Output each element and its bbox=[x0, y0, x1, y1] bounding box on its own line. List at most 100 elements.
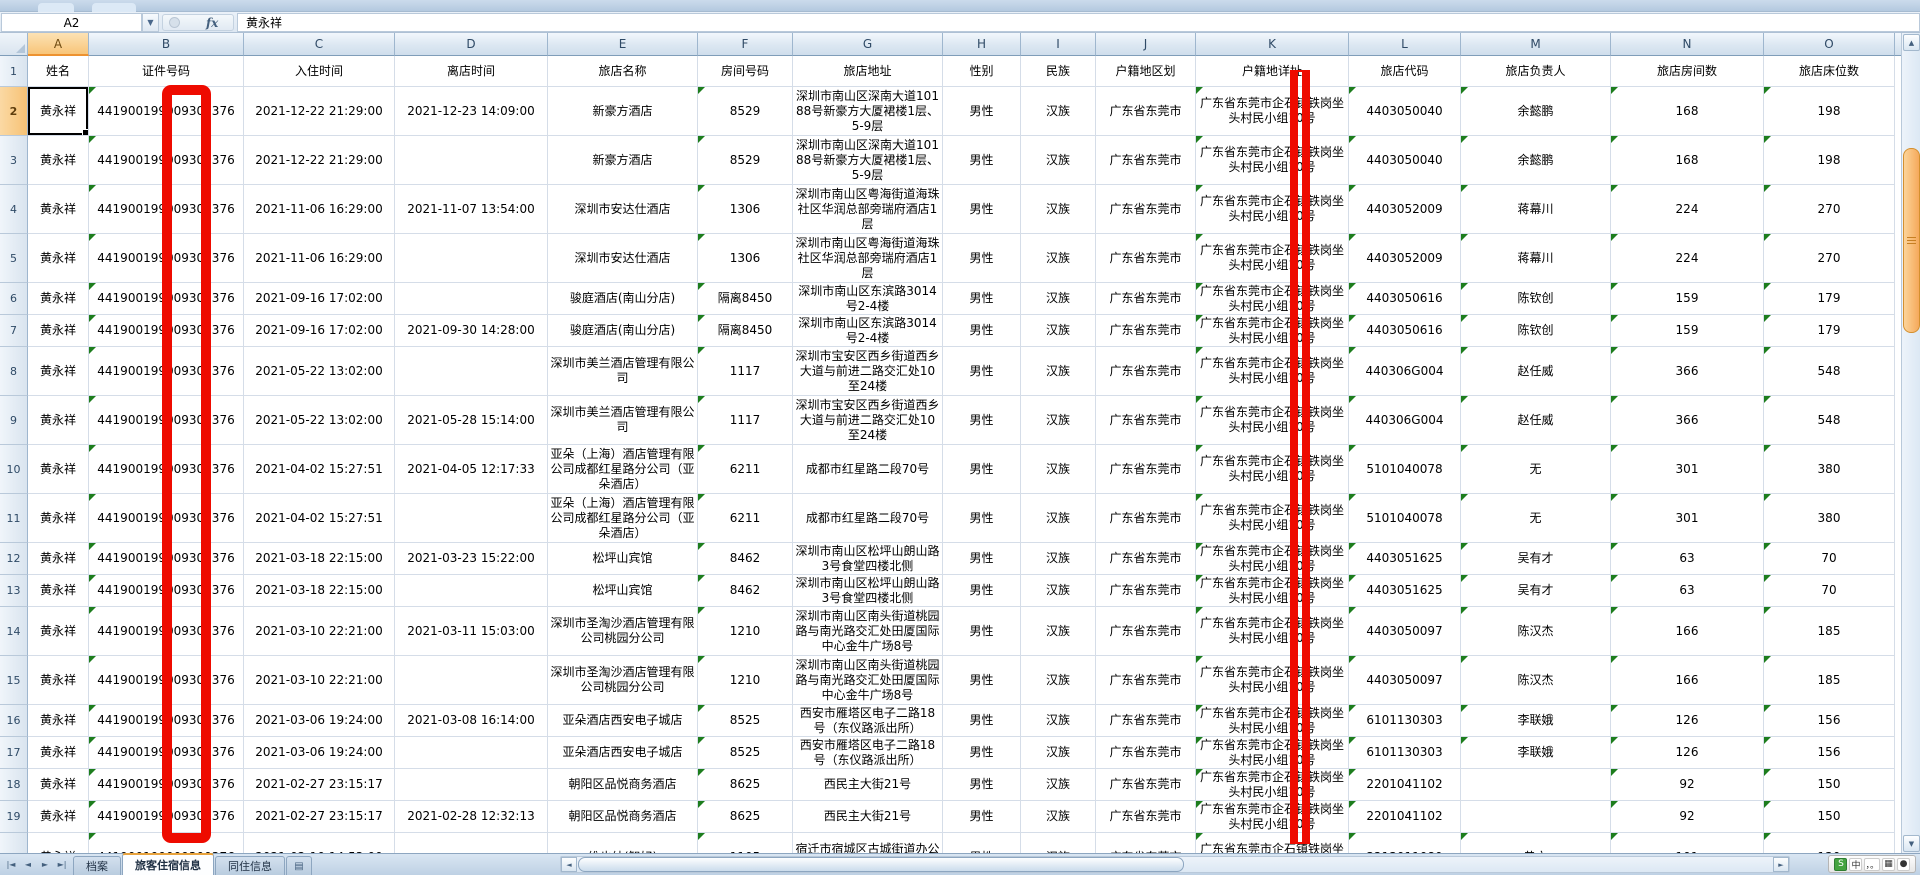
cell-I18[interactable]: 汉族 bbox=[1021, 769, 1096, 801]
sheet-tab-0[interactable]: 档案 bbox=[73, 856, 121, 875]
cell-G1[interactable]: 旅店地址 bbox=[793, 56, 943, 87]
cell-O10[interactable]: 380 bbox=[1764, 445, 1895, 494]
cell-F2[interactable]: 8529 bbox=[698, 87, 793, 136]
cell-B5[interactable]: 441900199009300376 bbox=[89, 234, 244, 283]
cell-J15[interactable]: 广东省东莞市 bbox=[1096, 656, 1196, 705]
row-header-3[interactable]: 3 bbox=[0, 136, 28, 185]
cell-L13[interactable]: 4403051625 bbox=[1349, 575, 1461, 607]
cell-A7[interactable]: 黄永祥 bbox=[28, 315, 89, 347]
select-all-corner[interactable] bbox=[0, 33, 28, 56]
cell-H1[interactable]: 性别 bbox=[943, 56, 1021, 87]
cell-M14[interactable]: 陈汉杰 bbox=[1461, 607, 1611, 656]
vertical-scrollbar[interactable]: ▲ ▼ bbox=[1901, 33, 1920, 853]
row-header-9[interactable]: 9 bbox=[0, 396, 28, 445]
cell-O7[interactable]: 179 bbox=[1764, 315, 1895, 347]
cell-F7[interactable]: 隔离8450 bbox=[698, 315, 793, 347]
cell-F18[interactable]: 8625 bbox=[698, 769, 793, 801]
cell-L12[interactable]: 4403051625 bbox=[1349, 543, 1461, 575]
column-header-L[interactable]: L bbox=[1349, 33, 1461, 56]
cell-E16[interactable]: 亚朵酒店西安电子城店 bbox=[548, 705, 698, 737]
cell-B14[interactable]: 441900199009300376 bbox=[89, 607, 244, 656]
cell-L15[interactable]: 4403050097 bbox=[1349, 656, 1461, 705]
cell-G16[interactable]: 西安市雁塔区电子二路18号（东仪路派出所） bbox=[793, 705, 943, 737]
cell-N20[interactable]: 101 bbox=[1611, 833, 1764, 853]
cell-K10[interactable]: 广东省东莞市企石镇铁岗坐头村民小组10号 bbox=[1196, 445, 1349, 494]
cell-G19[interactable]: 西民主大街21号 bbox=[793, 801, 943, 833]
cell-C12[interactable]: 2021-03-18 22:15:00 bbox=[244, 543, 395, 575]
scroll-up-icon[interactable]: ▲ bbox=[1903, 34, 1920, 51]
column-header-M[interactable]: M bbox=[1461, 33, 1611, 56]
cell-E2[interactable]: 新豪方酒店 bbox=[548, 87, 698, 136]
cell-F4[interactable]: 1306 bbox=[698, 185, 793, 234]
cell-F9[interactable]: 1117 bbox=[698, 396, 793, 445]
cell-C18[interactable]: 2021-02-27 23:15:17 bbox=[244, 769, 395, 801]
cell-C13[interactable]: 2021-03-18 22:15:00 bbox=[244, 575, 395, 607]
cell-L7[interactable]: 4403050616 bbox=[1349, 315, 1461, 347]
column-header-I[interactable]: I bbox=[1021, 33, 1096, 56]
ime-icon[interactable]: ▦ bbox=[1882, 857, 1895, 871]
cell-J7[interactable]: 广东省东莞市 bbox=[1096, 315, 1196, 347]
insert-function-area[interactable]: fx bbox=[162, 14, 234, 31]
cell-H9[interactable]: 男性 bbox=[943, 396, 1021, 445]
cell-E12[interactable]: 松坪山宾馆 bbox=[548, 543, 698, 575]
cell-K15[interactable]: 广东省东莞市企石镇铁岗坐头村民小组10号 bbox=[1196, 656, 1349, 705]
cell-O19[interactable]: 150 bbox=[1764, 801, 1895, 833]
cell-I14[interactable]: 汉族 bbox=[1021, 607, 1096, 656]
ime-icon[interactable]: 中 bbox=[1849, 857, 1863, 871]
cell-C5[interactable]: 2021-11-06 16:29:00 bbox=[244, 234, 395, 283]
cell-G18[interactable]: 西民主大街21号 bbox=[793, 769, 943, 801]
cell-A4[interactable]: 黄永祥 bbox=[28, 185, 89, 234]
cell-H16[interactable]: 男性 bbox=[943, 705, 1021, 737]
cell-C4[interactable]: 2021-11-06 16:29:00 bbox=[244, 185, 395, 234]
cell-D3[interactable] bbox=[395, 136, 548, 185]
cell-B11[interactable]: 441900199009300376 bbox=[89, 494, 244, 543]
cell-D1[interactable]: 离店时间 bbox=[395, 56, 548, 87]
cell-J19[interactable]: 广东省东莞市 bbox=[1096, 801, 1196, 833]
cell-F16[interactable]: 8525 bbox=[698, 705, 793, 737]
cell-J12[interactable]: 广东省东莞市 bbox=[1096, 543, 1196, 575]
cell-F8[interactable]: 1117 bbox=[698, 347, 793, 396]
cell-J3[interactable]: 广东省东莞市 bbox=[1096, 136, 1196, 185]
formula-input[interactable]: 黄永祥 bbox=[237, 13, 1920, 32]
cell-N12[interactable]: 63 bbox=[1611, 543, 1764, 575]
cell-M18[interactable] bbox=[1461, 769, 1611, 801]
cell-M9[interactable]: 赵任威 bbox=[1461, 396, 1611, 445]
cell-M16[interactable]: 李联娥 bbox=[1461, 705, 1611, 737]
cell-G14[interactable]: 深圳市南山区南头街道桃园路与南光路交汇处田厦国际中心金牛广场8号 bbox=[793, 607, 943, 656]
cell-B8[interactable]: 441900199009300376 bbox=[89, 347, 244, 396]
cell-O13[interactable]: 70 bbox=[1764, 575, 1895, 607]
cell-K13[interactable]: 广东省东莞市企石镇铁岗坐头村民小组10号 bbox=[1196, 575, 1349, 607]
cell-I7[interactable]: 汉族 bbox=[1021, 315, 1096, 347]
cell-L20[interactable]: 3213011080 bbox=[1349, 833, 1461, 853]
cell-N14[interactable]: 166 bbox=[1611, 607, 1764, 656]
cell-J10[interactable]: 广东省东莞市 bbox=[1096, 445, 1196, 494]
row-header-7[interactable]: 7 bbox=[0, 315, 28, 347]
cell-H5[interactable]: 男性 bbox=[943, 234, 1021, 283]
cell-J5[interactable]: 广东省东莞市 bbox=[1096, 234, 1196, 283]
cell-E20[interactable]: 维也纳(智好) bbox=[548, 833, 698, 853]
cell-C6[interactable]: 2021-09-16 17:02:00 bbox=[244, 283, 395, 315]
cell-H8[interactable]: 男性 bbox=[943, 347, 1021, 396]
cell-H15[interactable]: 男性 bbox=[943, 656, 1021, 705]
cell-H6[interactable]: 男性 bbox=[943, 283, 1021, 315]
cell-B6[interactable]: 441900199009300376 bbox=[89, 283, 244, 315]
column-header-G[interactable]: G bbox=[793, 33, 943, 56]
cell-I10[interactable]: 汉族 bbox=[1021, 445, 1096, 494]
column-header-B[interactable]: B bbox=[89, 33, 244, 56]
cell-M19[interactable] bbox=[1461, 801, 1611, 833]
cell-J17[interactable]: 广东省东莞市 bbox=[1096, 737, 1196, 769]
cell-O4[interactable]: 270 bbox=[1764, 185, 1895, 234]
cell-D10[interactable]: 2021-04-05 12:17:33 bbox=[395, 445, 548, 494]
cell-O12[interactable]: 70 bbox=[1764, 543, 1895, 575]
cell-O15[interactable]: 185 bbox=[1764, 656, 1895, 705]
cell-D4[interactable]: 2021-11-07 13:54:00 bbox=[395, 185, 548, 234]
cell-O1[interactable]: 旅店床位数 bbox=[1764, 56, 1895, 87]
column-header-K[interactable]: K bbox=[1196, 33, 1349, 56]
cell-H17[interactable]: 男性 bbox=[943, 737, 1021, 769]
cell-E1[interactable]: 旅店名称 bbox=[548, 56, 698, 87]
column-header-J[interactable]: J bbox=[1096, 33, 1196, 56]
cell-M6[interactable]: 陈钦创 bbox=[1461, 283, 1611, 315]
sheet-tab-1[interactable]: 旅客住宿信息 bbox=[122, 853, 214, 875]
cell-N10[interactable]: 301 bbox=[1611, 445, 1764, 494]
cell-N11[interactable]: 301 bbox=[1611, 494, 1764, 543]
